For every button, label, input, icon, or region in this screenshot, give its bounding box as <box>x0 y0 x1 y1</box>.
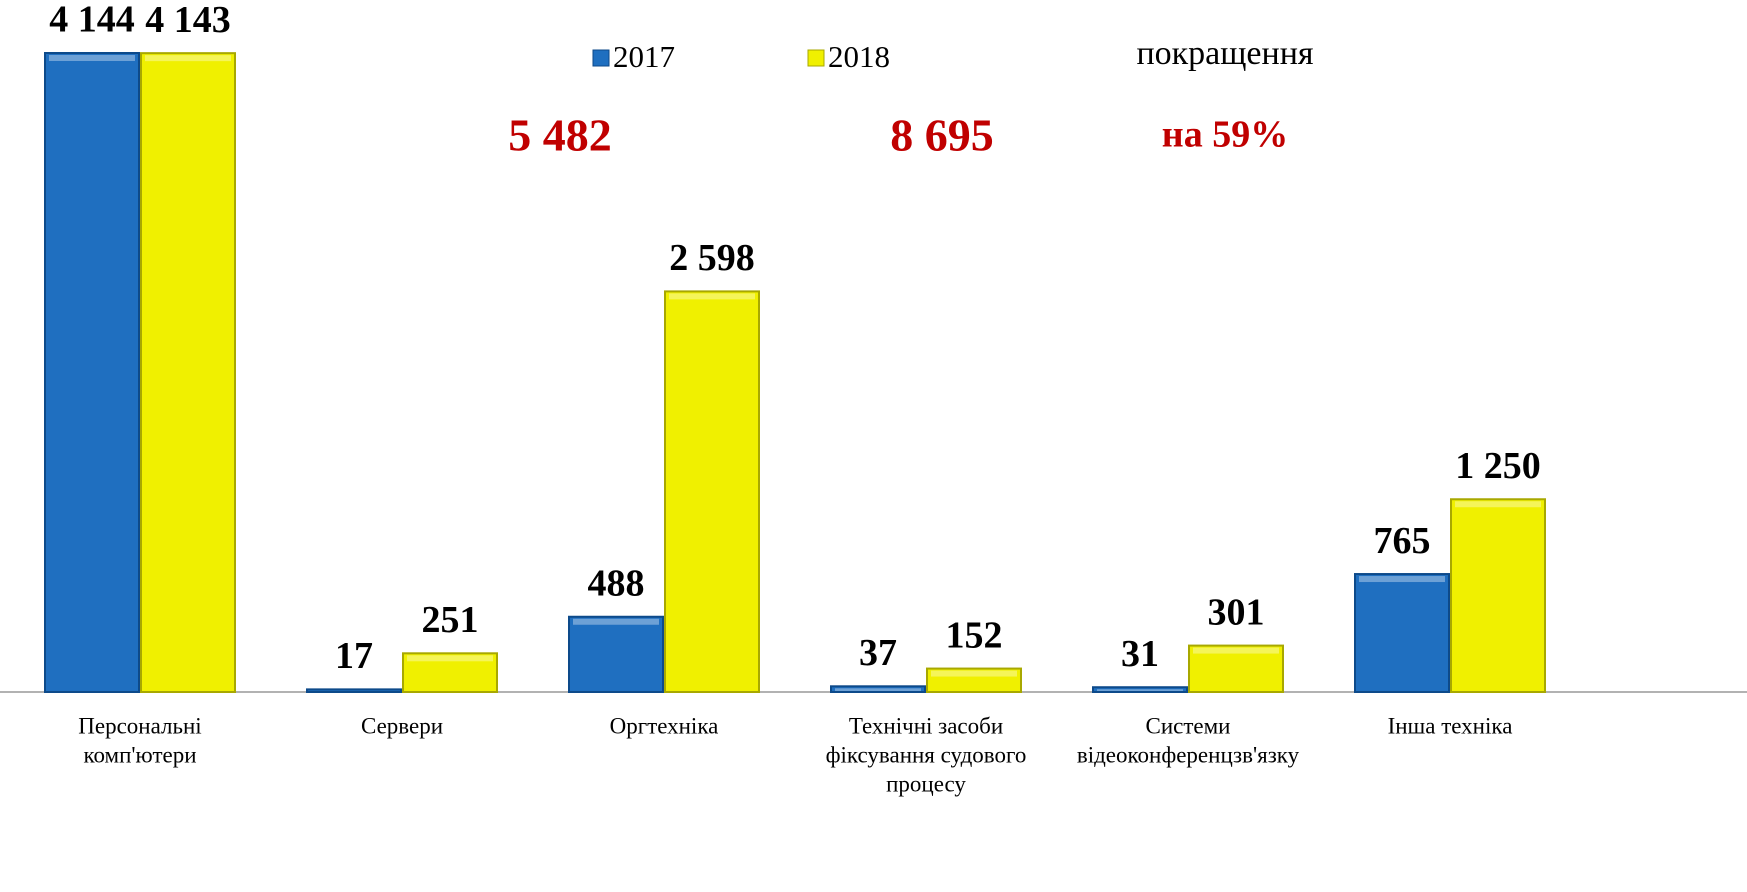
bar-highlight <box>145 55 231 62</box>
bar-highlight <box>1097 689 1183 691</box>
bar-highlight <box>835 688 921 691</box>
legend-label: 2017 <box>613 39 675 74</box>
value-label: 488 <box>588 562 645 604</box>
value-label: 31 <box>1121 633 1159 675</box>
legend-swatch <box>592 49 610 67</box>
bar <box>306 688 402 693</box>
bar <box>568 615 664 694</box>
x-tick-label: комп'ютери <box>83 742 196 767</box>
value-label: 1 250 <box>1455 445 1541 487</box>
x-tick-label: Сервери <box>361 713 443 738</box>
annotation: 8 695 <box>890 110 994 161</box>
x-tick-label: Інша техніка <box>1388 713 1513 738</box>
bar <box>1188 644 1284 693</box>
bar <box>1450 498 1546 693</box>
bar <box>1092 686 1188 694</box>
bar-highlight <box>931 670 1017 677</box>
value-label: 4 143 <box>145 0 231 41</box>
value-label: 17 <box>335 635 373 677</box>
bar <box>140 52 236 694</box>
value-label: 152 <box>946 614 1003 656</box>
x-tick-label: Системи <box>1146 713 1231 738</box>
x-tick-label: Персональні <box>78 713 201 738</box>
bar <box>1354 573 1450 694</box>
value-label: 251 <box>422 599 479 641</box>
x-tick-label: Оргтехніка <box>610 713 719 738</box>
bar-highlight <box>407 655 493 662</box>
x-tick-label: процесу <box>886 771 966 796</box>
bar-highlight <box>573 618 659 625</box>
value-label: 2 598 <box>669 237 755 279</box>
legend-label: 2018 <box>828 39 890 74</box>
x-tick-label: Технічні засоби <box>849 713 1003 738</box>
x-tick-label: відеоконференцзв'язку <box>1077 742 1300 767</box>
bar-highlight <box>669 293 755 300</box>
bar <box>402 652 498 693</box>
value-label: 37 <box>859 632 897 674</box>
bar-highlight <box>1455 501 1541 508</box>
annotation: на 59% <box>1162 114 1288 156</box>
value-label: 765 <box>1374 520 1431 562</box>
bar-highlight <box>49 55 135 61</box>
bar <box>664 290 760 693</box>
legend-swatch <box>807 49 825 67</box>
bar <box>830 685 926 693</box>
bar <box>44 52 140 693</box>
bar <box>926 667 1022 693</box>
bar-highlight <box>1193 647 1279 654</box>
annotation: покращення <box>1136 35 1313 72</box>
value-label: 4 144 <box>49 0 135 41</box>
x-tick-label: фіксування судового <box>826 742 1027 767</box>
value-label: 301 <box>1208 591 1265 633</box>
bar-highlight <box>1359 576 1445 583</box>
annotation: 5 482 <box>508 110 612 161</box>
